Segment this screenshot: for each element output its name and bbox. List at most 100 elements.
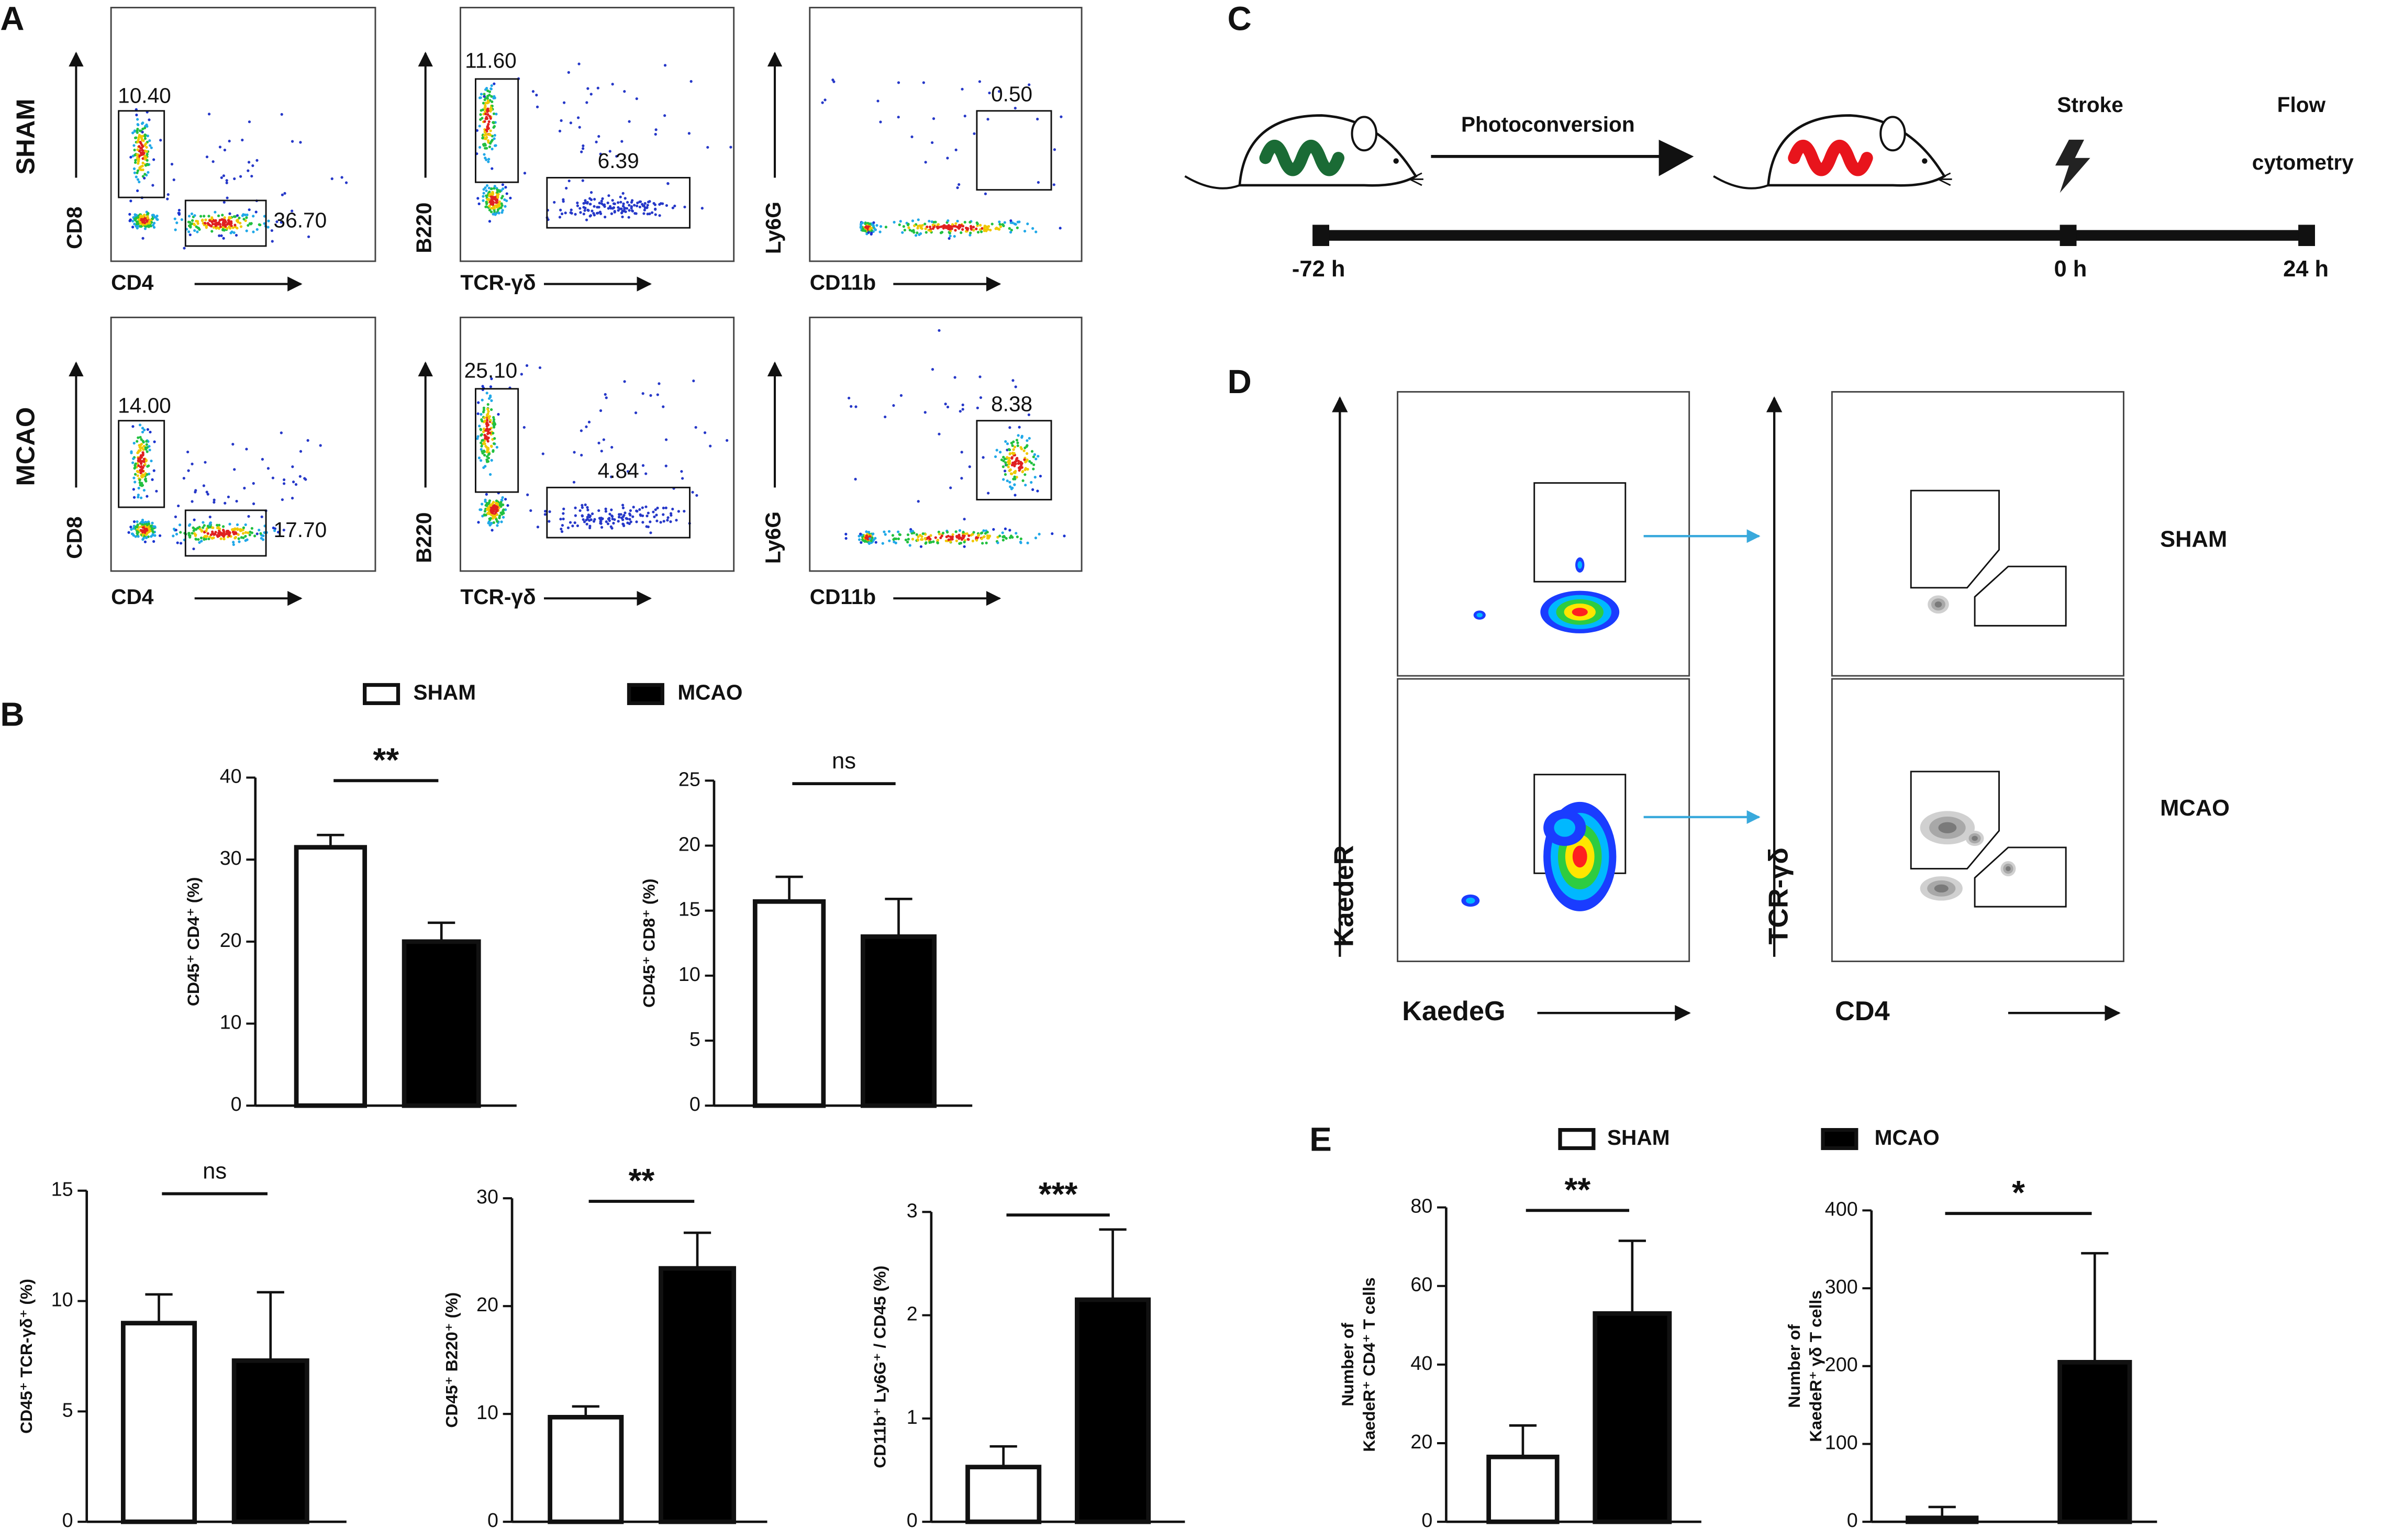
- event-dot: [490, 210, 493, 214]
- event-dot: [141, 427, 144, 430]
- event-dot: [131, 425, 135, 428]
- event-dot: [193, 518, 196, 521]
- event-dot: [207, 223, 210, 226]
- event-dot: [625, 207, 629, 210]
- legend-swatch: [1821, 1128, 1858, 1151]
- event-dot: [193, 214, 196, 217]
- event-dot: [241, 532, 245, 535]
- event-dot: [502, 511, 505, 515]
- event-dot: [255, 532, 259, 535]
- event-dot: [910, 135, 914, 139]
- event-dot: [132, 442, 136, 445]
- event-dot: [227, 530, 230, 533]
- event-dot: [502, 516, 505, 519]
- event-dot: [1013, 464, 1016, 467]
- event-dot: [291, 140, 294, 143]
- event-dot: [589, 214, 592, 217]
- arrow-head: [1659, 139, 1694, 176]
- event-dot: [598, 202, 601, 205]
- event-dot: [580, 150, 583, 153]
- event-dot: [938, 329, 941, 332]
- event-dot: [139, 449, 142, 452]
- event-dot: [844, 532, 848, 536]
- event-dot: [1052, 183, 1055, 186]
- gate-value: 14.00: [118, 393, 171, 417]
- y-axis-label: KaedeR⁺ γδ T cells: [1806, 1290, 1825, 1442]
- event-dot: [175, 221, 179, 225]
- event-dot: [146, 163, 149, 166]
- event-dot: [610, 445, 614, 449]
- y-axis-label: Ly6G: [761, 511, 785, 564]
- event-dot: [230, 230, 233, 233]
- event-dot: [502, 508, 505, 511]
- event-dot: [138, 220, 142, 224]
- event-dot: [1036, 117, 1039, 121]
- row-label: SHAM: [2160, 527, 2227, 552]
- event-dot: [1017, 459, 1020, 463]
- event-dot: [144, 460, 148, 463]
- event-dot: [522, 426, 526, 429]
- event-dot: [488, 115, 492, 118]
- event-dot: [585, 425, 588, 428]
- event-dot: [548, 510, 551, 514]
- event-dot: [484, 143, 487, 147]
- event-dot: [137, 496, 140, 499]
- event-dot: [237, 537, 240, 540]
- event-dot: [476, 412, 480, 415]
- event-dot: [292, 480, 295, 484]
- event-dot: [246, 213, 249, 217]
- y-tick-label: 2: [907, 1303, 918, 1325]
- event-dot: [1015, 460, 1018, 463]
- event-dot: [475, 129, 478, 132]
- event-dot: [858, 534, 861, 538]
- density-contour: [1934, 601, 1942, 608]
- event-dot: [132, 167, 136, 170]
- bar: [1486, 1454, 1560, 1524]
- event-dot: [585, 101, 588, 104]
- event-dot: [136, 470, 139, 473]
- event-dot: [209, 533, 213, 537]
- event-dot: [977, 533, 981, 537]
- event-dot: [490, 108, 493, 111]
- event-dot: [963, 545, 966, 548]
- event-dot: [938, 432, 941, 436]
- event-dot: [948, 231, 951, 235]
- event-dot: [916, 231, 919, 235]
- plot-frame: [110, 7, 376, 262]
- event-dot: [490, 444, 493, 448]
- event-dot: [138, 423, 142, 427]
- event-dot: [1053, 148, 1056, 151]
- event-dot: [930, 141, 934, 144]
- event-dot: [1011, 535, 1014, 539]
- event-dot: [505, 192, 508, 195]
- event-dot: [675, 519, 678, 522]
- event-dot: [483, 509, 487, 513]
- event-dot: [135, 114, 138, 117]
- event-dot: [561, 523, 564, 527]
- gate-value: 8.38: [991, 392, 1032, 416]
- event-dot: [578, 509, 582, 512]
- event-dot: [485, 189, 488, 193]
- event-dot: [647, 525, 650, 529]
- event-dot: [972, 229, 975, 232]
- event-dot: [492, 196, 495, 199]
- event-dot: [492, 449, 495, 452]
- event-dot: [228, 522, 231, 526]
- event-dot: [135, 220, 139, 224]
- event-dot: [486, 440, 489, 443]
- event-dot: [141, 161, 144, 164]
- event-dot: [231, 531, 235, 534]
- event-dot: [267, 219, 270, 222]
- event-dot: [486, 95, 489, 98]
- event-dot: [662, 506, 665, 510]
- event-dot: [1020, 462, 1023, 465]
- density-contour: [1934, 884, 1949, 893]
- event-dot: [921, 538, 924, 541]
- event-dot: [143, 176, 146, 180]
- event-dot: [137, 436, 140, 439]
- event-dot: [484, 514, 487, 517]
- event-dot: [136, 178, 140, 181]
- plot-frame: [110, 316, 376, 572]
- event-dot: [583, 209, 586, 212]
- event-dot: [611, 199, 614, 202]
